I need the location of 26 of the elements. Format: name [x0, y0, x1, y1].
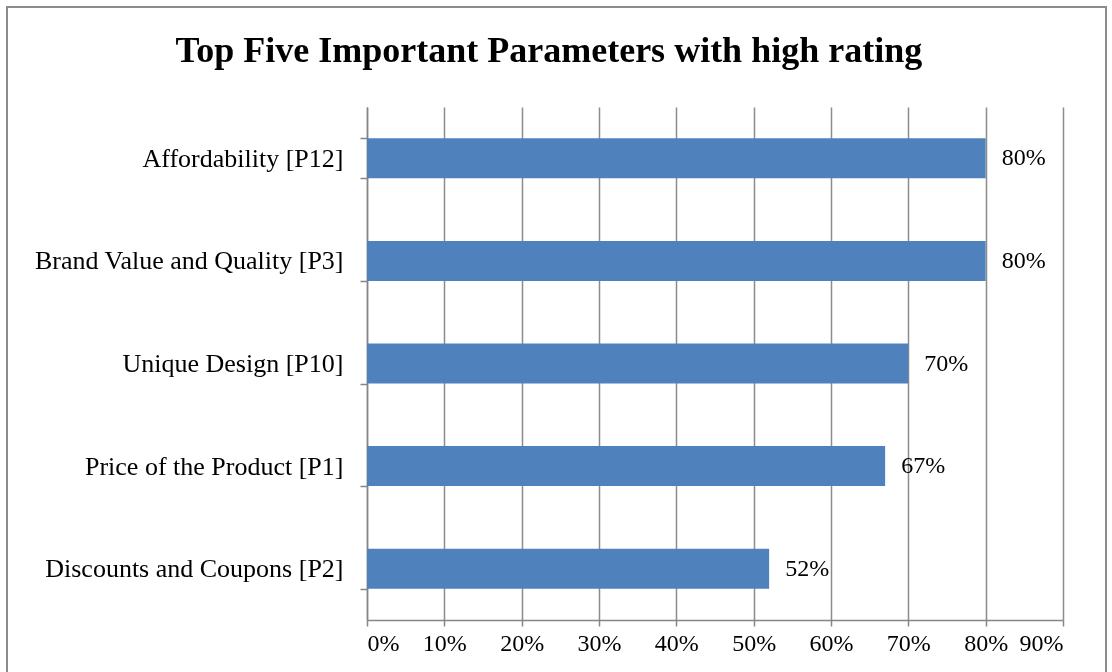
bar — [367, 138, 986, 179]
x-tick-label: 20% — [500, 629, 545, 656]
bar — [367, 548, 770, 589]
data-label: 52% — [785, 554, 830, 581]
data-label: 70% — [924, 349, 969, 376]
y-tick-label: Discounts and Coupons [P2] — [45, 554, 344, 584]
x-tick-label: 60% — [809, 629, 854, 656]
y-tick-label: Affordability [P12] — [142, 143, 344, 173]
chart-title: Top Five Important Parameters with high rating — [175, 30, 923, 70]
x-tick-label: 80% — [964, 629, 1009, 656]
x-tick-label: 50% — [732, 629, 777, 656]
data-label: 80% — [1001, 246, 1046, 273]
x-tick-label: 0% — [367, 629, 400, 656]
x-tick-label: 10% — [422, 629, 467, 656]
x-tick-label: 40% — [654, 629, 699, 656]
y-tick-label: Price of the Product [P1] — [84, 451, 344, 481]
y-tick-label: Unique Design [P10] — [122, 349, 344, 378]
bar — [367, 446, 886, 487]
y-tick-label: Brand Value and Quality [P3] — [34, 246, 344, 276]
x-tick-label: 30% — [577, 629, 622, 656]
x-tick-label: 70% — [886, 629, 931, 656]
data-label: 67% — [901, 452, 946, 479]
data-label: 80% — [1001, 144, 1046, 171]
bar — [367, 343, 909, 384]
bar — [367, 240, 986, 281]
x-tick-label: 90% — [1019, 629, 1064, 656]
